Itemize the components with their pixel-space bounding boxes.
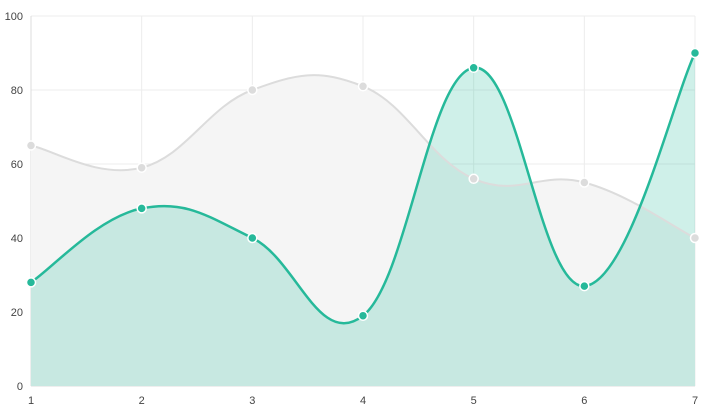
series-1-point[interactable] xyxy=(357,81,369,92)
series-2-point[interactable] xyxy=(468,62,479,74)
series-2-point[interactable] xyxy=(247,232,258,244)
series-2-point[interactable] xyxy=(136,203,147,214)
series-1-point[interactable] xyxy=(247,84,258,96)
y-tick-label: 100 xyxy=(5,11,23,23)
series-2-line xyxy=(30,52,697,325)
y-tick-label: 80 xyxy=(11,85,23,97)
y-axis-ticks: 0 20 40 60 80 100 xyxy=(5,11,23,393)
x-tick-label: 3 xyxy=(249,395,255,407)
y-tick-label: 40 xyxy=(11,233,23,245)
series-1-area xyxy=(31,75,695,386)
series-2-area xyxy=(31,53,695,386)
x-tick-label: 5 xyxy=(471,395,477,407)
x-tick-label: 1 xyxy=(28,395,34,407)
series-2-point[interactable] xyxy=(357,310,369,321)
x-tick-label: 6 xyxy=(581,395,587,407)
x-axis-ticks: 1 2 3 4 5 6 7 xyxy=(28,395,698,407)
series-2-point[interactable] xyxy=(25,277,37,288)
series-1-point[interactable] xyxy=(25,140,37,151)
x-tick-label: 4 xyxy=(360,395,366,407)
series-1-point[interactable] xyxy=(136,162,147,173)
series-1-point[interactable] xyxy=(579,177,590,188)
series-1-point[interactable] xyxy=(468,173,479,185)
data-points xyxy=(25,47,701,321)
y-tick-label: 60 xyxy=(11,159,23,171)
series-fills xyxy=(31,53,695,386)
y-tick-label: 20 xyxy=(11,307,23,319)
series-2-point[interactable] xyxy=(579,280,590,292)
x-tick-label: 2 xyxy=(139,395,145,407)
x-tick-label: 7 xyxy=(692,395,698,407)
y-tick-label: 0 xyxy=(17,381,23,393)
series-1-point[interactable] xyxy=(689,232,701,244)
series-2-point[interactable] xyxy=(689,47,701,59)
